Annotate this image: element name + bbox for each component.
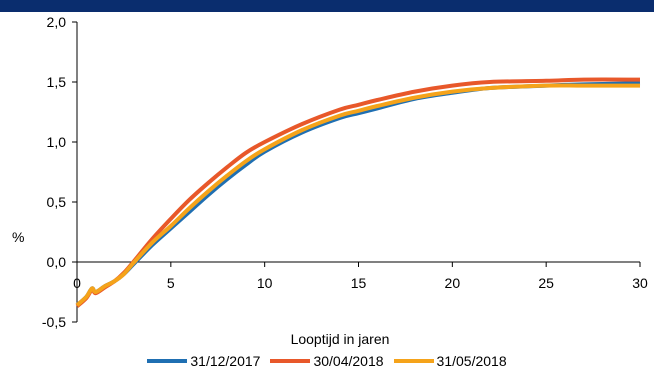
x-tick-label: 0 (73, 275, 81, 291)
x-tick-label: 15 (351, 275, 367, 291)
x-tick-label: 25 (538, 275, 554, 291)
line-chart: -0,5 0,0 0,5 1,0 1,5 2,0 0 5 10 15 20 25 30 % Loopti… (12, 14, 648, 347)
x-tick-label: 10 (257, 275, 273, 291)
legend-item: 31/12/2017 (147, 353, 260, 369)
legend-label: 30/04/2018 (313, 353, 384, 369)
legend-label: 31/05/2018 (436, 353, 507, 369)
legend-swatch (270, 359, 311, 363)
x-axis-title: Looptijd in jaren (291, 331, 390, 347)
legend-swatch (393, 359, 434, 363)
series-layer (75, 77, 641, 308)
legend-item: 30/04/2018 (270, 353, 384, 369)
y-tick-label: 1,0 (47, 134, 67, 150)
series-line-1 (75, 81, 641, 307)
x-tick-label: 30 (632, 275, 648, 291)
y-tick-label: 0,5 (47, 194, 67, 210)
y-tick-label: 1,5 (47, 74, 67, 90)
x-tick-label: 5 (167, 275, 175, 291)
axes: -0,5 0,0 0,5 1,0 1,5 2,0 0 5 10 15 20 25 30 (42, 14, 648, 330)
legend-label: 31/12/2017 (190, 353, 261, 369)
legend: 31/12/2017 30/04/2018 31/05/2018 (0, 352, 654, 370)
x-tick-label: 20 (445, 275, 461, 291)
y-tick-label: 0,0 (47, 254, 67, 270)
series-line-3 (75, 83, 640, 307)
y-tick-label: -0,5 (42, 314, 66, 330)
y-tick-label: 2,0 (47, 14, 67, 30)
legend-swatch (147, 359, 188, 363)
header-band (0, 0, 654, 12)
legend-item: 31/05/2018 (393, 353, 507, 369)
y-axis-title: % (12, 229, 24, 245)
